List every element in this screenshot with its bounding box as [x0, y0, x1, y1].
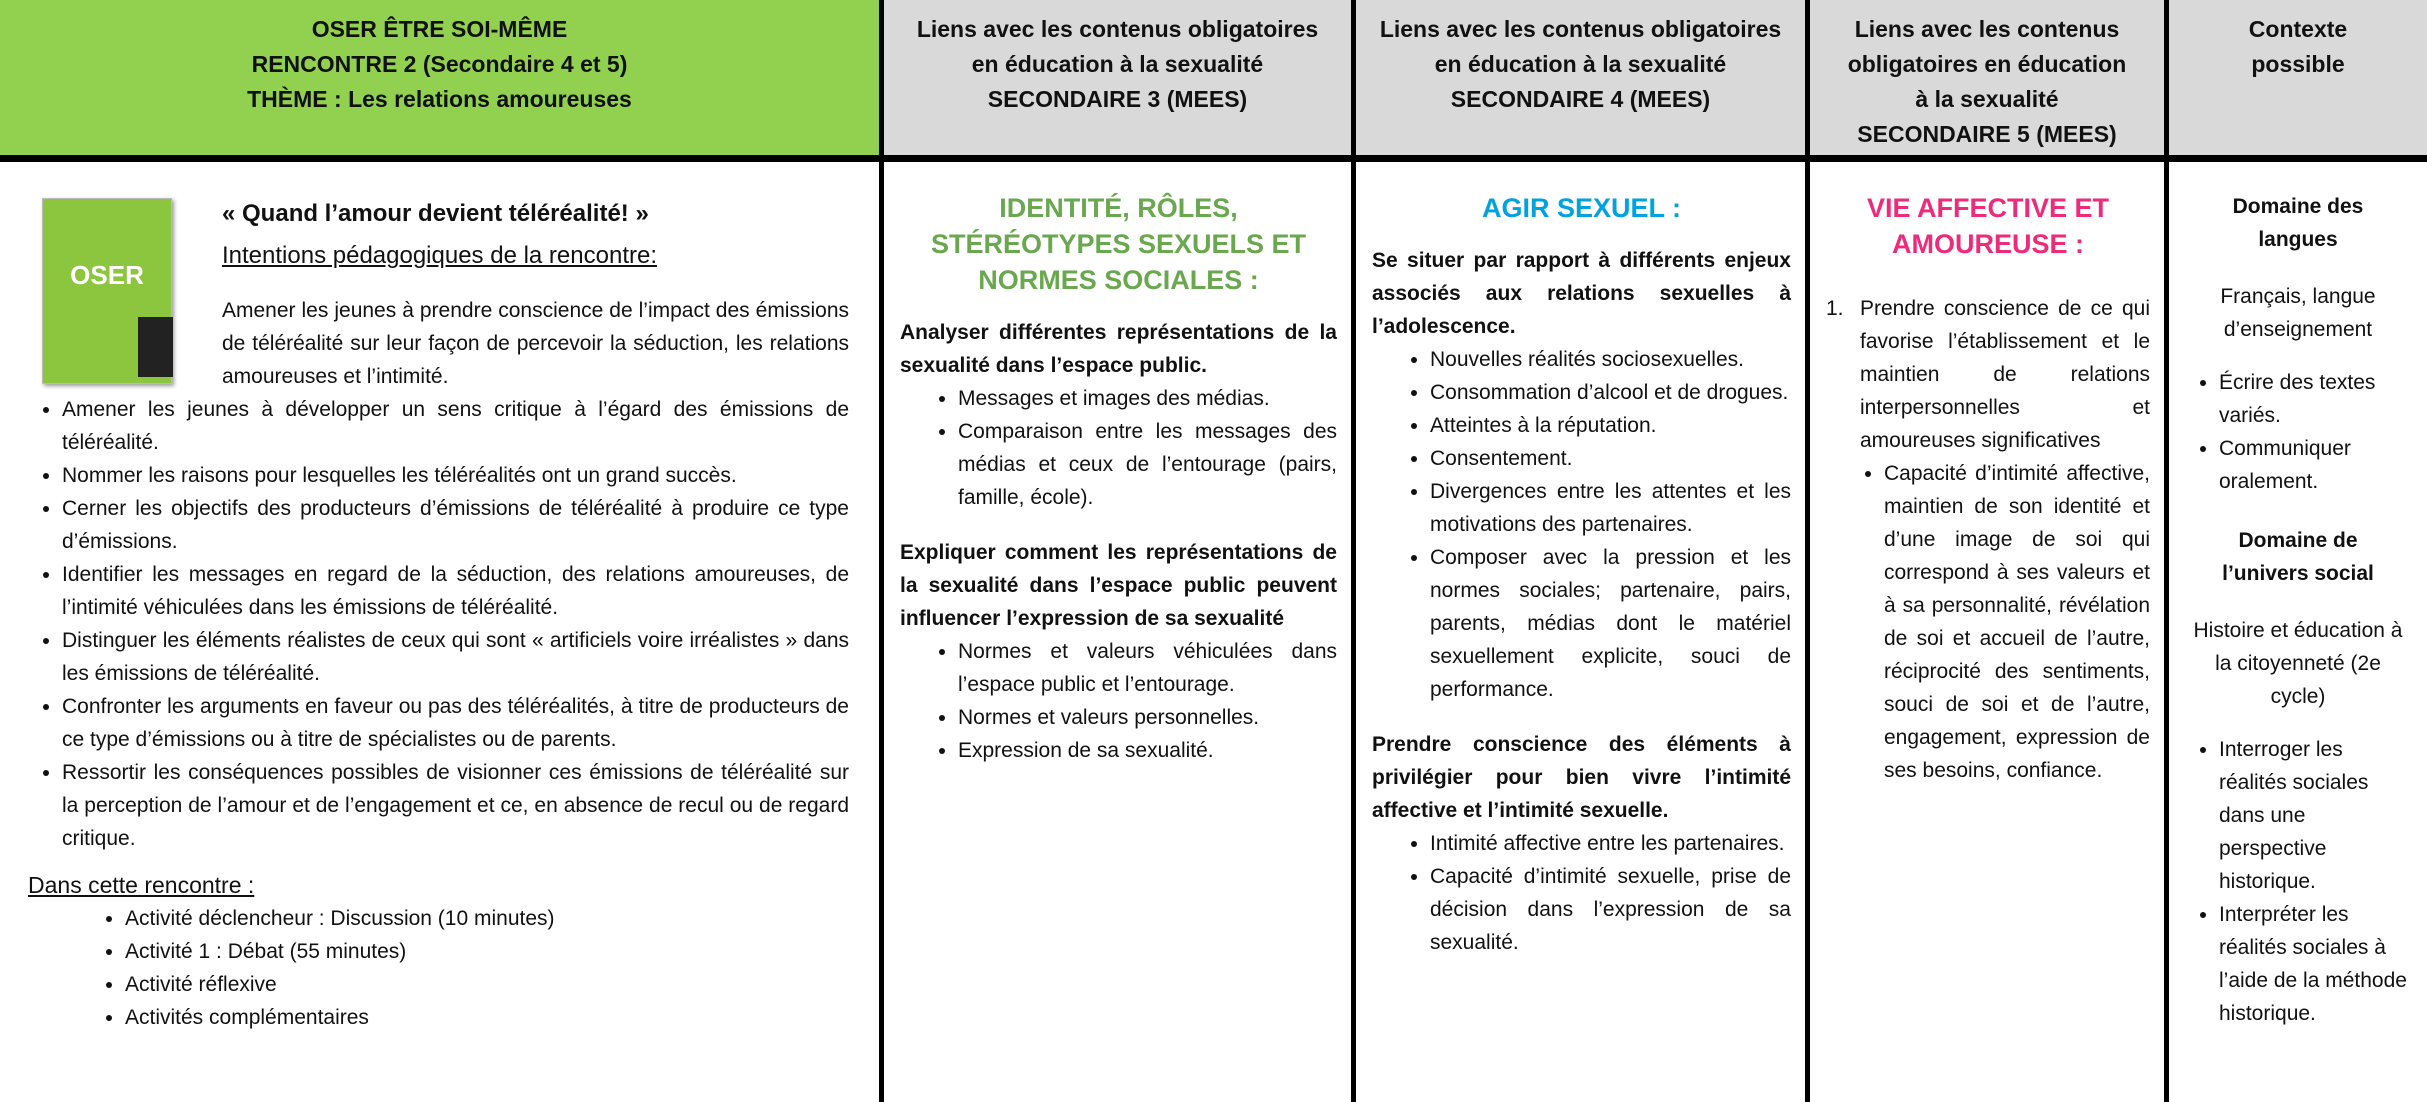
header-cell: Liens avec les contenus obligatoires en é… [1356, 0, 1805, 155]
header-line: obligatoires en éducation [1847, 51, 2127, 77]
bullet-list: Amener les jeunes à développer un sens c… [4, 393, 849, 855]
header-line: SECONDAIRE 4 (MEES) [1450, 86, 1711, 112]
list-item: Consentement. [1430, 442, 1791, 475]
domain-subtitle: Français, langue d’enseignement [2220, 285, 2376, 341]
book-band [138, 317, 173, 377]
list-item: Normes et valeurs personnelles. [958, 701, 1337, 734]
header-line: possible [2251, 51, 2345, 77]
numbered-item: 1. Prendre conscience de ce qui favorise … [1826, 292, 2150, 457]
list-item: Comparaison entre les messages des média… [958, 415, 1337, 514]
header-line: Liens avec les contenus obligatoires [1379, 16, 1782, 42]
list-item: Cerner les objectifs des producteurs d’é… [62, 492, 849, 558]
bullet-list: Capacité d’intimité affective, maintien … [1826, 457, 2150, 787]
list-item: Nouvelles réalités sociosexuelles. [1430, 343, 1791, 376]
section-title: Analyser différentes représentations de … [900, 321, 1337, 377]
list-item: Écrire des textes variés. [2219, 366, 2413, 432]
list-item: Activité déclencheur : Discussion (10 mi… [125, 902, 849, 935]
header-line: à la sexualité [1915, 86, 2059, 112]
list-item: Amener les jeunes à développer un sens c… [62, 393, 849, 459]
header-line: SECONDAIRE 3 (MEES) [987, 86, 1248, 112]
body-cell: IDENTITÉ, RÔLES, STÉRÉOTYPES SEXUELS ET … [884, 162, 1351, 1102]
domain-title: Domaine de l’univers social [2222, 529, 2374, 585]
list-item: Expression de sa sexualité. [958, 734, 1337, 767]
list-item: Distinguer les éléments réalistes de ceu… [62, 624, 849, 690]
bullet-list: Écrire des textes variés.Communiquer ora… [2183, 366, 2413, 498]
bullet-list: Nouvelles réalités sociosexuelles.Consom… [1372, 343, 1791, 706]
list-item: Consommation d’alcool et de drogues. [1430, 376, 1791, 409]
header-line: SECONDAIRE 5 (MEES) [1857, 121, 2117, 147]
list-item: Composer avec la pression et les normes … [1430, 541, 1791, 706]
intentions-heading: Intentions pédagogiques de la rencontre: [222, 242, 657, 269]
bullet-list: Interroger les réalités sociales dans un… [2183, 733, 2413, 1030]
header-cell: Liens avec les contenus obligatoires en é… [1810, 0, 2164, 155]
section-heading: VIE AFFECTIVE ET AMOUREUSE : [1866, 193, 2110, 259]
header-line: en éducation à la sexualité [1434, 51, 1727, 77]
header-line: OSER ÊTRE SOI-MÊME [311, 16, 568, 42]
header-line: Liens avec les contenus obligatoires [916, 16, 1319, 42]
section-heading: AGIR SEXUEL : [1481, 193, 1682, 223]
bullet-list: Intimité affective entre les partenaires… [1372, 827, 1791, 959]
list-item: Nommer les raisons pour lesquelles les t… [62, 459, 849, 492]
rencontre-title: « Quand l’amour devient téléréalité! » [222, 200, 649, 227]
list-item: Atteintes à la réputation. [1430, 409, 1791, 442]
list-item: Normes et valeurs véhiculées dans l’espa… [958, 635, 1337, 701]
item-number: 1. [1826, 297, 1844, 320]
bullet-list: Activité déclencheur : Discussion (10 mi… [30, 902, 849, 1034]
header-line: Liens avec les contenus [1854, 16, 2120, 42]
list-item: Confronter les arguments en faveur ou pa… [62, 690, 849, 756]
list-item: Interpréter les réalités sociales à l’ai… [2219, 898, 2413, 1030]
list-item: Identifier les messages en regard de la … [62, 558, 849, 624]
header-cell: Liens avec les contenus obligatoires en é… [884, 0, 1351, 155]
section-title: Se situer par rapport à différents enjeu… [1372, 249, 1791, 338]
body-cell: AGIR SEXUEL : Se situer par rapport à dif… [1356, 162, 1805, 1102]
domain-subtitle: Histoire et éducation à la citoyenneté (… [2193, 619, 2403, 708]
list-item: Activité réflexive [125, 968, 849, 1001]
section-title: Expliquer comment les représentations de… [900, 541, 1337, 630]
list-item: Communiquer oralement. [2219, 432, 2413, 498]
activities-heading: Dans cette rencontre : [28, 872, 255, 898]
section-heading: IDENTITÉ, RÔLES, STÉRÉOTYPES SEXUELS ET … [930, 193, 1307, 295]
list-item: Ressortir les conséquences possibles de … [62, 756, 849, 855]
list-item: Activités complémentaires [125, 1001, 849, 1034]
book-cover: OSER [42, 198, 173, 384]
body-cell: OSER « Quand l’amour devient téléréalité!… [0, 162, 879, 1102]
book-title: OSER [70, 260, 144, 290]
bullet-list: Normes et valeurs véhiculées dans l’espa… [900, 635, 1337, 767]
body-cell: VIE AFFECTIVE ET AMOUREUSE : 1. Prendre co… [1810, 162, 2164, 1102]
header-cell: Contexte possible [2169, 0, 2427, 155]
section-title: Prendre conscience des éléments à privil… [1372, 733, 1791, 822]
body-cell: Domaine des langues Français, langue d’en… [2169, 162, 2427, 1102]
item-text: Prendre conscience de ce qui favorise l’… [1860, 297, 2150, 452]
intro: Amener les jeunes à prendre conscience d… [222, 299, 849, 388]
list-item: Divergences entre les attentes et les mo… [1430, 475, 1791, 541]
list-item: Capacité d’intimité sexuelle, prise de d… [1430, 860, 1791, 959]
list-item: Intimité affective entre les partenaires… [1430, 827, 1791, 860]
list-item: Interroger les réalités sociales dans un… [2219, 733, 2413, 898]
domain-title: Domaine des langues [2232, 195, 2364, 251]
header-line: RENCONTRE 2 (Secondaire 4 et 5) [251, 51, 628, 77]
header-line: en éducation à la sexualité [971, 51, 1264, 77]
bullet-list: Messages et images des médias.Comparaiso… [900, 382, 1337, 514]
header-cell: OSER ÊTRE SOI-MÊME RENCONTRE 2 (Secondair… [0, 0, 879, 155]
header-line: THÈME : Les relations amoureuses [247, 86, 632, 112]
header-line: Contexte [2248, 16, 2348, 42]
list-item: Capacité d’intimité affective, maintien … [1884, 457, 2150, 787]
list-item: Activité 1 : Débat (55 minutes) [125, 935, 849, 968]
list-item: Messages et images des médias. [958, 382, 1337, 415]
